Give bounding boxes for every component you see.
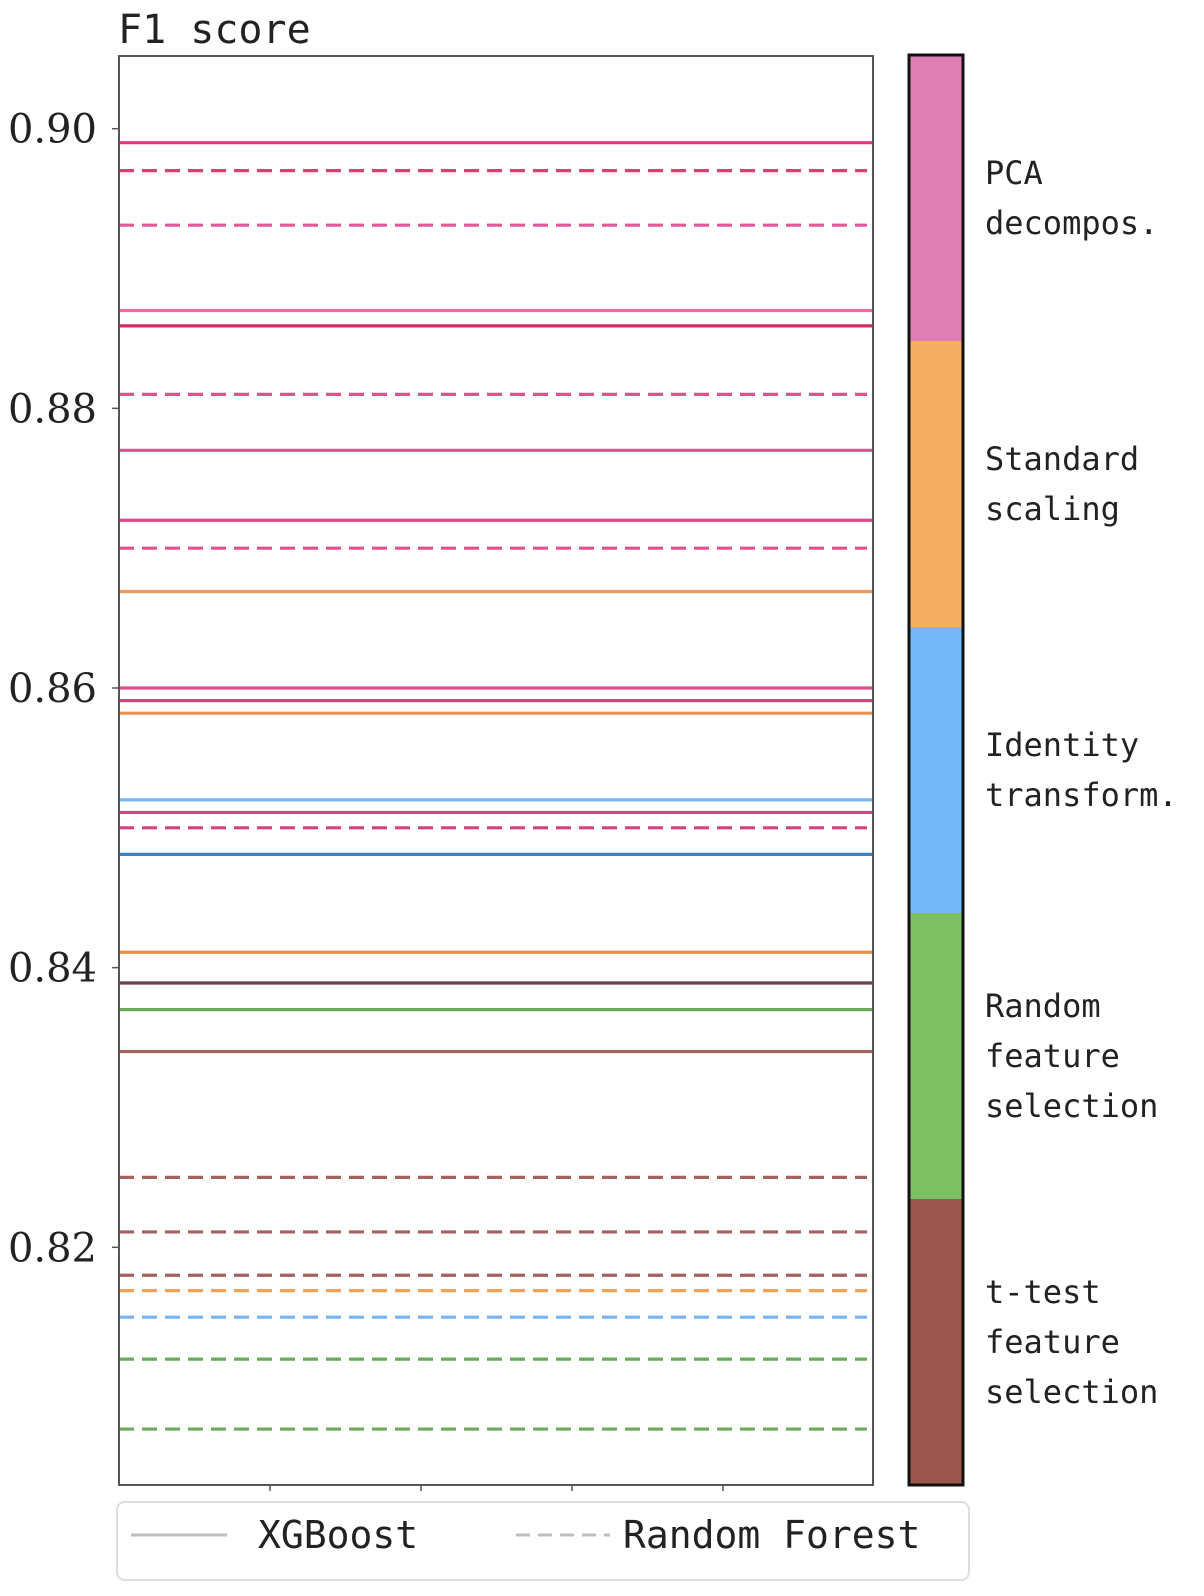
legend-box: [116, 1501, 970, 1581]
legend: XGBoost Random Forest: [116, 1501, 970, 1581]
y-axis-label: F1 score: [118, 7, 311, 53]
score-lines: [119, 141, 873, 1431]
colorbar-frame: [907, 53, 965, 1487]
plot-frame: [118, 55, 874, 1486]
colorbar-segment-std: [909, 341, 963, 627]
legend-random-forest-label: Random Forest: [623, 1513, 920, 1557]
colorbar-segment-pca: [909, 55, 963, 341]
colorbar-segment-rand: [909, 913, 963, 1199]
colorbar-segment-ident: [909, 627, 963, 913]
category-labels: PCA decompos. Standard scaling Identity trans…: [985, 154, 1178, 1411]
y-tick-label: 0.84: [8, 946, 97, 992]
category-colorbar: [909, 55, 963, 1485]
y-tick-label: 0.86: [8, 666, 97, 712]
category-label-ident: Identity: [985, 726, 1139, 764]
category-label-std: scaling: [985, 490, 1120, 528]
y-ticks: 0.82 0.84 0.86 0.88 0.90: [8, 107, 119, 1271]
category-label-ident: transform.: [985, 776, 1178, 814]
category-label-rand: Random: [985, 987, 1101, 1025]
legend-xgboost-label: XGBoost: [258, 1513, 418, 1557]
y-tick-label: 0.88: [8, 386, 97, 432]
y-tick-label: 0.82: [8, 1225, 97, 1271]
category-label-rand: feature: [985, 1037, 1120, 1075]
y-tick-label: 0.90: [8, 107, 97, 153]
category-label-ttest: selection: [985, 1373, 1158, 1411]
x-axis-ticks: [269, 1485, 724, 1491]
category-label-pca: PCA: [985, 154, 1043, 192]
category-label-ttest: feature: [985, 1323, 1120, 1361]
colorbar-segment-ttest: [909, 1199, 963, 1485]
category-label-pca: decompos.: [985, 204, 1158, 242]
category-label-rand: selection: [985, 1087, 1158, 1125]
category-label-ttest: t-test: [985, 1273, 1101, 1311]
category-label-std: Standard: [985, 440, 1139, 478]
